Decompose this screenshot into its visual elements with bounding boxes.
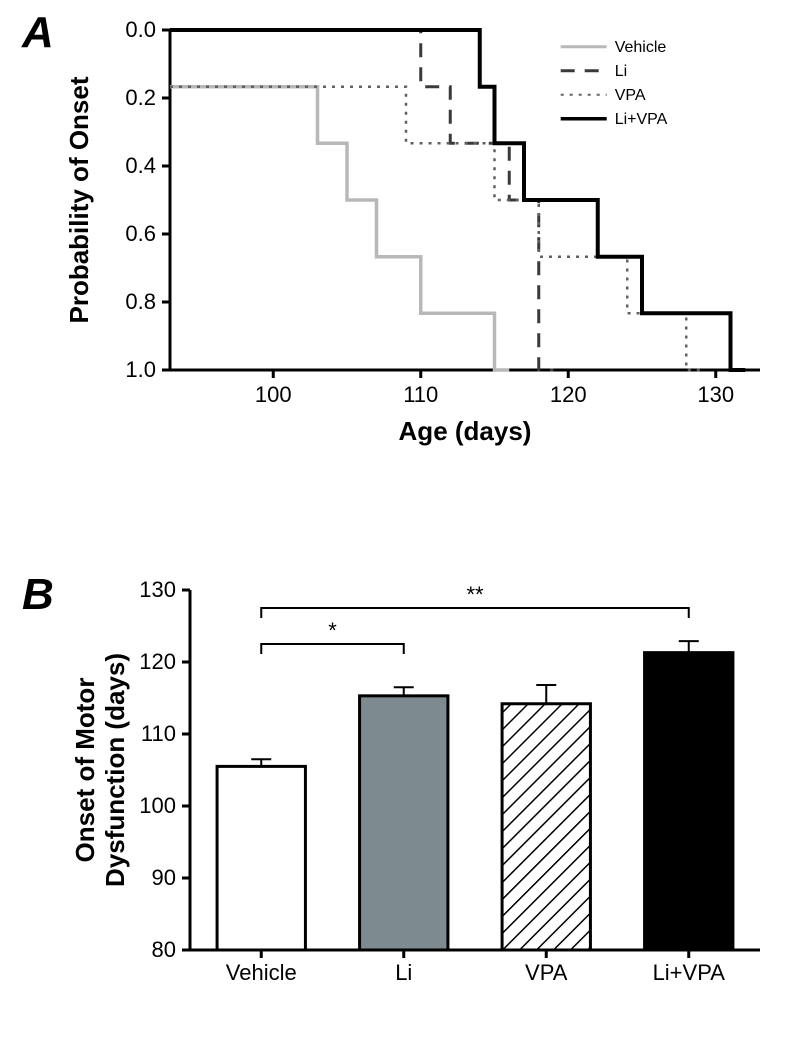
svg-text:0.0: 0.0 (125, 17, 156, 42)
svg-text:VPA: VPA (615, 87, 646, 104)
svg-text:130: 130 (697, 382, 734, 407)
svg-text:110: 110 (403, 382, 438, 407)
svg-text:1.0: 1.0 (125, 357, 156, 382)
svg-text:0.2: 0.2 (125, 85, 156, 110)
panel-a-label: A (22, 8, 54, 58)
panel-a-chart: 0.0 0.2 0.4 0.6 0.8 1.0 100 110 120 130 Age (days)… (60, 10, 780, 470)
svg-text:0.8: 0.8 (125, 289, 156, 314)
panel-b-chart: 80 90 100 110 120 130 Onset of MotorDysfunctio… (60, 560, 780, 1020)
svg-text:Li+VPA: Li+VPA (653, 960, 726, 985)
svg-text:Vehicle: Vehicle (615, 39, 667, 56)
svg-text:80: 80 (152, 937, 176, 962)
svg-text:130: 130 (139, 577, 176, 602)
svg-text:*: * (328, 618, 337, 643)
svg-text:120: 120 (139, 649, 176, 674)
svg-text:110: 110 (141, 721, 176, 746)
panel-b-label: B (22, 570, 54, 620)
svg-text:Probability of Onset: Probability of Onset (64, 76, 94, 323)
svg-text:Vehicle: Vehicle (226, 960, 297, 985)
figure-page: A 0.0 0.2 0.4 0.6 0.8 1.0 100 110 120 130 Age (day… (0, 0, 799, 1039)
svg-text:100: 100 (255, 382, 292, 407)
svg-text:Li: Li (615, 63, 627, 80)
svg-text:**: ** (466, 582, 484, 607)
svg-text:0.4: 0.4 (125, 153, 156, 178)
svg-text:90: 90 (152, 865, 176, 890)
svg-text:Age (days): Age (days) (399, 416, 532, 446)
svg-text:100: 100 (139, 793, 176, 818)
svg-text:VPA: VPA (525, 960, 568, 985)
svg-text:Onset of Motor: Onset of Motor (70, 678, 100, 863)
svg-text:Dysfunction (days): Dysfunction (days) (100, 653, 130, 887)
svg-text:120: 120 (550, 382, 587, 407)
svg-text:0.6: 0.6 (125, 221, 156, 246)
svg-text:Li+VPA: Li+VPA (615, 111, 668, 128)
svg-text:Li: Li (395, 960, 412, 985)
